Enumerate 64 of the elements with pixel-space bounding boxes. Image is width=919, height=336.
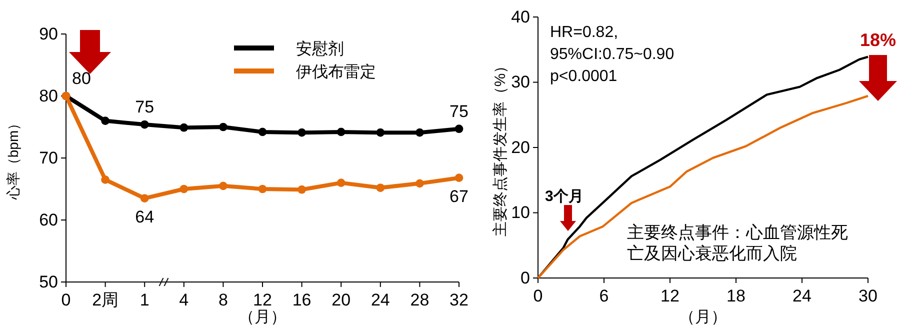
- data-label: 80: [72, 69, 91, 88]
- point: [336, 178, 346, 187]
- y-tick-label: 90: [39, 24, 58, 44]
- point: [376, 128, 385, 137]
- x-tick-label: 8: [218, 290, 228, 310]
- x-tick-label: 12: [660, 286, 680, 306]
- x-axis-title: （月）: [679, 309, 727, 326]
- x-tick-label: 20: [332, 290, 351, 310]
- x-tick-label: 24: [792, 286, 812, 306]
- point: [140, 120, 149, 129]
- y-tick-label: 20: [511, 138, 530, 157]
- x-tick-label: 0: [61, 290, 71, 310]
- x-tick-label: 12: [253, 290, 272, 310]
- x-tick-label: 6: [599, 286, 609, 306]
- point: [180, 123, 188, 132]
- legend-label: 安慰剂: [296, 40, 344, 58]
- point: [101, 116, 110, 125]
- x-tick-label: 16: [292, 290, 312, 310]
- point: [454, 174, 464, 182]
- point: [454, 124, 464, 134]
- data-label: 67: [450, 186, 468, 206]
- point: [336, 128, 346, 136]
- y-tick-label: 0: [520, 268, 530, 288]
- x-tick-label: 24: [370, 290, 390, 310]
- point: [219, 182, 228, 190]
- x-tick-label: 1: [140, 290, 150, 310]
- annotation: p<0.0001: [550, 68, 618, 85]
- point: [416, 128, 424, 137]
- x-axis-title: （月）: [238, 309, 286, 326]
- data-label: 64: [135, 207, 154, 226]
- x-tick-label: 32: [450, 290, 468, 310]
- point: [140, 194, 149, 202]
- y-tick-label: 10: [511, 203, 530, 222]
- x-tick-label: 0: [533, 286, 543, 306]
- y-axis-title: 主要终点事件发生率（%）: [492, 58, 509, 237]
- annotation: 主要终点事件：心血管源性死亡及因心衰恶化而入院: [627, 223, 848, 263]
- annotation: HR=0.82,: [550, 24, 618, 41]
- point: [219, 122, 228, 132]
- point: [376, 184, 385, 192]
- point: [101, 176, 110, 184]
- point: [298, 128, 306, 137]
- y-tick-label: 60: [39, 210, 58, 230]
- point: [416, 179, 424, 188]
- y-tick-label: 50: [39, 272, 58, 292]
- y-tick-label: 70: [39, 148, 58, 168]
- point: [298, 185, 306, 194]
- point: [180, 184, 188, 194]
- annotation: 18%: [860, 30, 896, 50]
- x-tick-label: 2周: [92, 290, 119, 310]
- data-label: 75: [135, 98, 154, 117]
- x-tick-label: 18: [726, 286, 746, 306]
- y-axis-title: 心率（bpm）: [5, 116, 21, 201]
- y-tick-label: 80: [39, 86, 58, 106]
- data-label: 75: [450, 102, 468, 121]
- y-tick-label: 40: [511, 7, 530, 26]
- point: [258, 184, 267, 194]
- x-tick-label: 4: [179, 290, 189, 310]
- annotation: 3个月: [545, 188, 584, 205]
- x-tick-label: 28: [410, 290, 430, 310]
- annotation: 95%CI:0.75~0.90: [550, 46, 674, 63]
- y-tick-label: 30: [511, 72, 530, 92]
- x-tick-label: 30: [858, 286, 878, 306]
- legend-label: 伊伐布雷定: [296, 63, 376, 81]
- point: [258, 128, 267, 136]
